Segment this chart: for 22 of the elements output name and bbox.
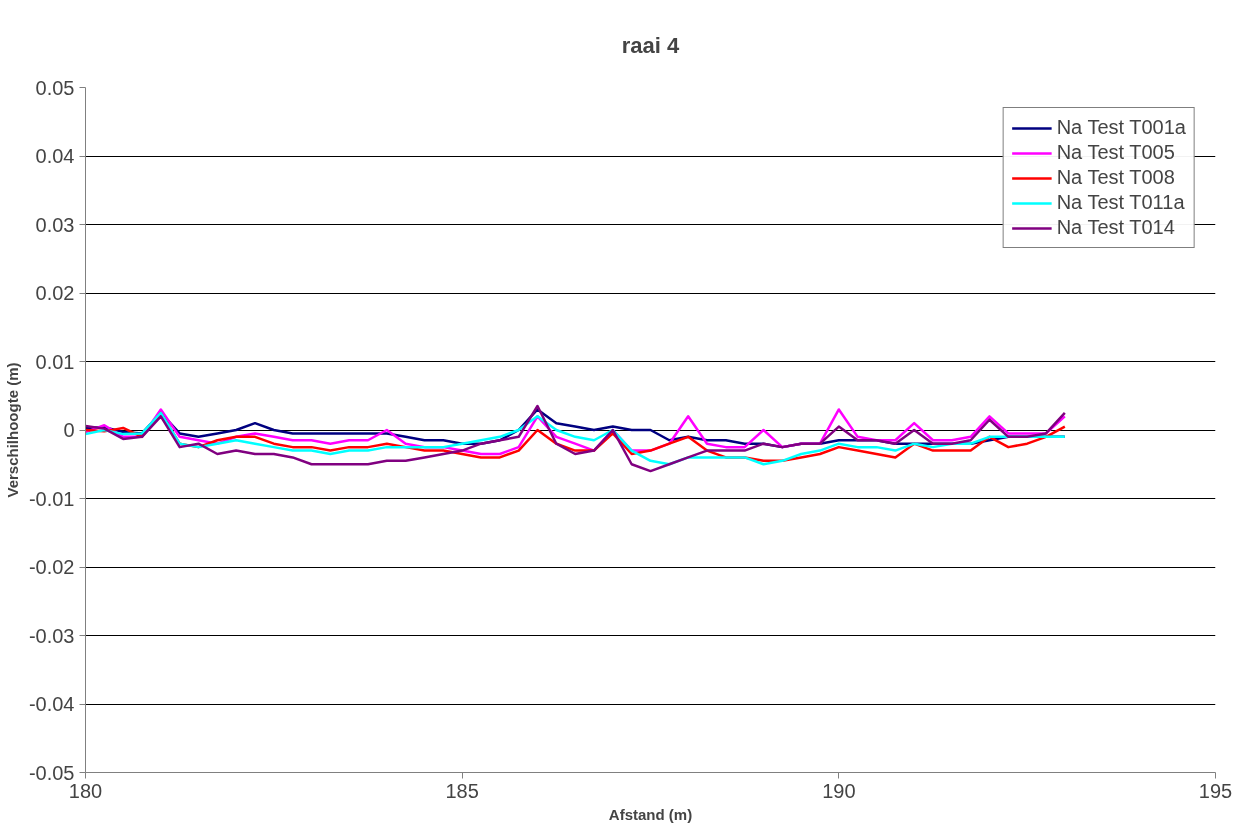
y-tick-label: 0.04: [35, 145, 75, 167]
y-axis-title: Verschilhoogte (m): [3, 362, 21, 498]
line-series: [85, 404, 1067, 473]
x-tick-label: 195: [1198, 779, 1233, 802]
y-tick-label: 0.03: [35, 213, 75, 236]
y-tick-label: 0.01: [35, 350, 75, 373]
legend-label: Na Test T008: [1056, 166, 1175, 189]
x-tick-label: 190: [822, 779, 856, 802]
y-tick-label: -0.01: [28, 487, 75, 510]
y-tick-label: -0.02: [28, 556, 75, 578]
legend-label: Na Test T001a: [1056, 116, 1186, 139]
y-tick-label: 0.05: [35, 76, 75, 99]
y-tick-label: -0.04: [28, 693, 75, 715]
legend-label: Na Test T005: [1056, 141, 1175, 164]
chart-title: raai 4: [621, 32, 681, 58]
y-tick-label: 0.02: [35, 282, 75, 304]
x-axis-title: Afstand (m): [608, 805, 693, 823]
legend-label: Na Test T011a: [1056, 191, 1185, 214]
x-tick-label: 185: [445, 779, 479, 802]
y-tick-label: 0: [63, 419, 75, 441]
legend-label: Na Test T014: [1056, 216, 1175, 239]
y-tick-label: -0.03: [28, 624, 75, 647]
